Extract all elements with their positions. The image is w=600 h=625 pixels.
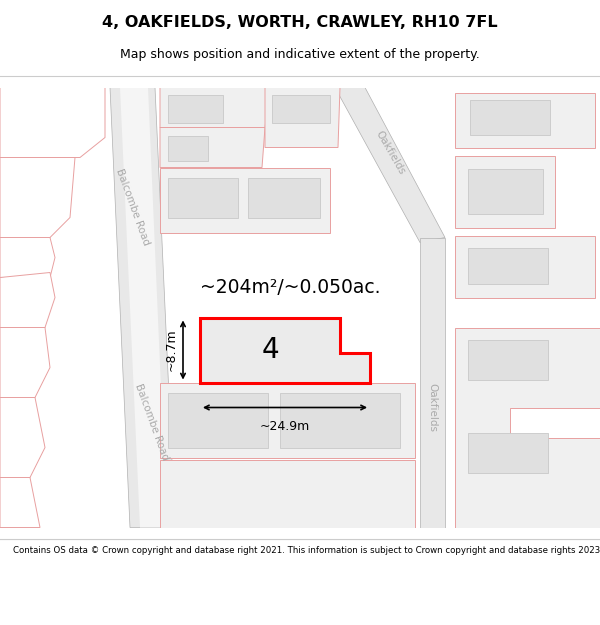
Bar bbox=[248, 177, 320, 217]
Polygon shape bbox=[160, 127, 265, 168]
Text: Balcombe Road: Balcombe Road bbox=[115, 168, 152, 248]
Polygon shape bbox=[160, 88, 270, 128]
Bar bbox=[168, 94, 223, 122]
Text: Balcombe Road: Balcombe Road bbox=[133, 382, 170, 462]
Bar bbox=[168, 392, 268, 448]
Bar bbox=[280, 392, 400, 448]
Polygon shape bbox=[0, 328, 50, 398]
Text: ~24.9m: ~24.9m bbox=[260, 419, 310, 432]
Bar bbox=[468, 339, 548, 379]
Polygon shape bbox=[0, 398, 45, 478]
Bar bbox=[468, 432, 548, 472]
Text: Map shows position and indicative extent of the property.: Map shows position and indicative extent… bbox=[120, 48, 480, 61]
Text: 4, OAKFIELDS, WORTH, CRAWLEY, RH10 7FL: 4, OAKFIELDS, WORTH, CRAWLEY, RH10 7FL bbox=[102, 16, 498, 31]
Polygon shape bbox=[120, 88, 167, 528]
Bar bbox=[470, 99, 550, 134]
Bar bbox=[455, 236, 595, 298]
Bar bbox=[468, 248, 548, 284]
Polygon shape bbox=[335, 88, 445, 242]
Text: 4: 4 bbox=[261, 336, 279, 364]
Bar bbox=[168, 136, 208, 161]
Bar bbox=[272, 94, 330, 122]
Polygon shape bbox=[200, 318, 370, 382]
Bar bbox=[455, 92, 595, 148]
Bar bbox=[455, 156, 555, 228]
Bar bbox=[168, 177, 238, 217]
Text: Oakfields: Oakfields bbox=[373, 129, 407, 176]
Text: ~8.7m: ~8.7m bbox=[165, 329, 178, 371]
Polygon shape bbox=[0, 88, 105, 158]
Polygon shape bbox=[0, 238, 55, 278]
Polygon shape bbox=[0, 158, 75, 238]
Polygon shape bbox=[0, 478, 40, 528]
Bar bbox=[468, 169, 543, 214]
Polygon shape bbox=[160, 168, 330, 232]
Text: Oakfields: Oakfields bbox=[427, 383, 437, 432]
Polygon shape bbox=[110, 88, 175, 528]
Text: ~204m²/~0.050ac.: ~204m²/~0.050ac. bbox=[200, 278, 380, 297]
Polygon shape bbox=[0, 272, 55, 328]
Text: Contains OS data © Crown copyright and database right 2021. This information is : Contains OS data © Crown copyright and d… bbox=[13, 546, 600, 554]
Polygon shape bbox=[160, 382, 415, 458]
Polygon shape bbox=[420, 238, 445, 528]
Polygon shape bbox=[265, 88, 340, 148]
Polygon shape bbox=[455, 328, 600, 528]
Polygon shape bbox=[160, 459, 415, 528]
